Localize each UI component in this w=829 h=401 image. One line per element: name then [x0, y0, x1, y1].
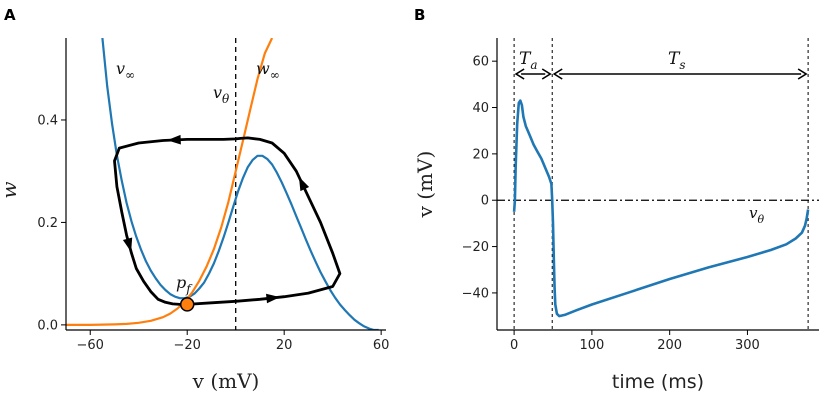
y-tick-label: 60: [472, 55, 489, 70]
ts-arrow-head-right: [797, 68, 808, 80]
y-tick-label: 0.0: [37, 318, 58, 333]
limit-cycle-arrow-2: [298, 176, 310, 192]
x-tick-label: 100: [579, 338, 604, 353]
w-inf-label: w∞: [256, 59, 280, 82]
ts-label: Ts: [668, 49, 686, 72]
v-theta-label: vθ: [213, 83, 230, 106]
ta-arrow-head-right: [541, 68, 552, 80]
x-tick-label: 200: [657, 338, 682, 353]
fixed-point-pf: [179, 297, 195, 312]
limit-cycle-arrow-4: [122, 237, 133, 252]
x-tick-label: 0: [510, 338, 518, 353]
panel-letter-a: A: [4, 6, 16, 24]
y-tick-label: −20: [462, 240, 489, 255]
voltage-trace: [512, 99, 810, 318]
y-tick-label: 40: [472, 101, 489, 116]
y-tick-label: 0: [481, 194, 489, 209]
limit-cycle-arrow-1: [266, 293, 280, 304]
y-tick-label: 20: [472, 147, 489, 162]
x-axis-label: v (mV): [192, 369, 260, 393]
panel-letter-b: B: [414, 6, 425, 24]
limit-cycle-arrow-3: [167, 134, 181, 145]
limit-cycle: [113, 136, 342, 306]
ts-arrow-head-left: [552, 68, 563, 80]
y-axis-label: v (mV): [413, 151, 437, 219]
panel-a-phase-plane: −60 −20 20 60 0.0 0.2 0.4 v (mV) w v∞ w∞ vθ pf: [0, 38, 389, 393]
y-axis-label: w: [0, 181, 21, 198]
ta-arrow-head-left: [514, 68, 525, 80]
x-tick-label: 20: [276, 338, 293, 353]
panel-b-voltage-trace: Ta Ts vθ 0 100 200 300 −40 −20 0 20 40 60 time (ms) v …: [413, 38, 819, 393]
ta-label: Ta: [519, 49, 538, 72]
y-tick-label: 0.4: [37, 113, 58, 128]
pf-label: pf: [176, 273, 193, 296]
y-tick-label: 0.2: [37, 216, 58, 231]
x-tick-label: −60: [77, 338, 104, 353]
w-inf-nullcline: [66, 38, 274, 326]
x-axis-label: time (ms): [612, 371, 704, 393]
v-inf-label: v∞: [116, 59, 135, 82]
x-tick-label: 60: [373, 338, 390, 353]
y-tick-label: −40: [462, 286, 489, 301]
x-tick-label: 300: [735, 338, 760, 353]
v-inf-nullcline: [101, 38, 379, 330]
v-theta-label: vθ: [749, 204, 764, 226]
x-tick-label: −20: [173, 338, 200, 353]
